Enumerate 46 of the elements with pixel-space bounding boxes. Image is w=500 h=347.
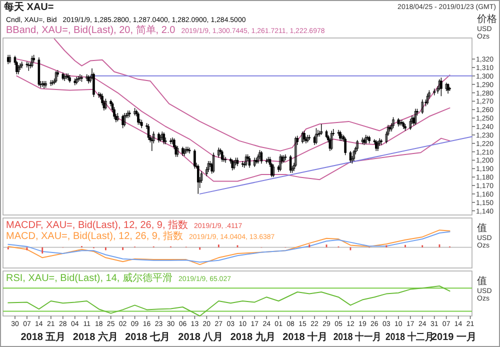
candlestick [344, 137, 346, 156]
candlestick [356, 140, 358, 152]
candlestick [315, 128, 318, 145]
text: BBand, XAU=, Bid(Last), 20, 简单, 2.0 [6, 24, 176, 36]
candlestick [301, 131, 304, 144]
candlestick [260, 150, 263, 164]
candlestick [376, 140, 380, 152]
text: 2018 十月 [282, 331, 328, 343]
candlestick [137, 112, 140, 126]
candlestick [284, 154, 287, 161]
candlestick [265, 158, 268, 164]
candlestick [392, 116, 394, 129]
candlestick [26, 61, 28, 68]
candlestick [258, 150, 261, 160]
candlestick [183, 148, 186, 156]
candlestick [352, 150, 356, 162]
candlestick [440, 77, 442, 97]
text: 2018 九月 [230, 331, 276, 343]
candlestick [159, 134, 162, 142]
line-series [54, 38, 450, 152]
candlestick [92, 72, 95, 98]
candlestick [212, 152, 215, 174]
candlestick [426, 93, 429, 105]
candlestick [320, 124, 323, 136]
text: 2018 五月 [20, 332, 66, 343]
text: 2018 八月 [178, 331, 224, 343]
candlestick [232, 160, 236, 170]
text: 2018 七月 [125, 331, 170, 343]
candlestick [104, 98, 107, 110]
candlestick [330, 130, 333, 150]
candlestick [196, 164, 200, 194]
candlestick [339, 130, 342, 142]
text: 2019 一月 [432, 332, 477, 343]
series-label: RSI, XAU=, Bid(Last), 14, 威尔德平滑 [6, 272, 172, 284]
candlestick [182, 146, 184, 156]
series-label: MACDF, XAU=, Bid(Last), 12, 26, 9, 指数 [6, 219, 188, 231]
candlestick [409, 118, 412, 130]
candlestick [294, 136, 297, 168]
chart-title: 每天 XAU= [3, 1, 54, 13]
text: 2018 六月 [72, 331, 118, 343]
candlestick [421, 99, 424, 114]
candlestick [303, 130, 306, 142]
line-series [16, 75, 450, 182]
series-label: MACD, XAU=, Bid(Last), 12, 26, 9, 指数 [6, 230, 184, 242]
candlestick [248, 156, 251, 168]
candlestick [17, 64, 20, 75]
